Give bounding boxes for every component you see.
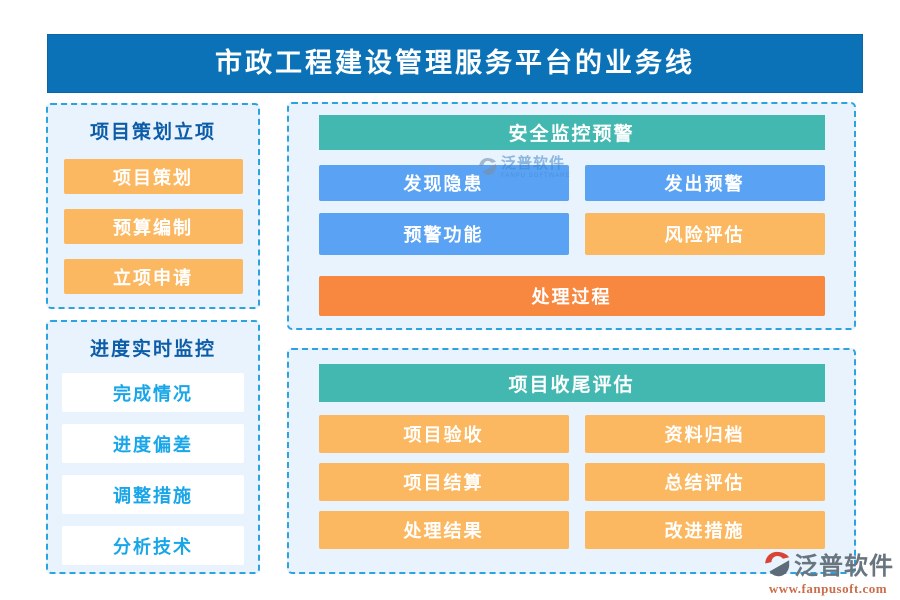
node-project-settlement[interactable]: 项目结算 xyxy=(318,463,569,501)
brand-name: 泛普软件 xyxy=(794,554,894,580)
node-schedule-deviation[interactable]: 进度偏差 xyxy=(62,424,244,463)
panel-progress-monitoring: 进度实时监控 完成情况 进度偏差 调整措施 分析技术 xyxy=(46,320,260,574)
panel-header: 进度实时监控 xyxy=(89,339,216,360)
panel-project-planning-initiation: 项目策划立项 项目策划 预算编制 立项申请 xyxy=(46,103,260,309)
node-project-acceptance[interactable]: 项目验收 xyxy=(318,415,569,453)
node-summary-evaluation[interactable]: 总结评估 xyxy=(584,463,825,501)
node-analysis-technique[interactable]: 分析技术 xyxy=(62,526,244,565)
brand-url: www.fanpusoft.com xyxy=(768,581,888,596)
node-grid: 发现隐患 发出预警 预警功能 风险评估 xyxy=(318,165,825,255)
node-handling-results[interactable]: 处理结果 xyxy=(318,511,569,549)
node-grid: 项目验收 资料归档 项目结算 总结评估 处理结果 改进措施 xyxy=(318,415,825,549)
brand-logo: 泛普软件 www.fanpusoft.com xyxy=(758,546,898,597)
panel-header-bar: 安全监控预警 xyxy=(318,115,825,150)
node-completion-status[interactable]: 完成情况 xyxy=(62,373,244,412)
node-improvement-measures[interactable]: 改进措施 xyxy=(584,511,825,549)
node-adjustment-measures[interactable]: 调整措施 xyxy=(62,475,244,514)
panel-safety-monitoring-warning: 安全监控预警 发现隐患 发出预警 预警功能 风险评估 处理过程 xyxy=(287,102,856,330)
panel-header-bar: 项目收尾评估 xyxy=(318,364,825,402)
node-find-hazards[interactable]: 发现隐患 xyxy=(318,165,569,201)
fanpu-logo-icon xyxy=(765,551,790,576)
panel-header: 项目策划立项 xyxy=(89,122,216,143)
node-budget-preparation[interactable]: 预算编制 xyxy=(63,209,243,244)
node-project-planning[interactable]: 项目策划 xyxy=(63,159,243,194)
node-issue-warning[interactable]: 发出预警 xyxy=(584,165,825,201)
node-archive-materials[interactable]: 资料归档 xyxy=(584,415,825,453)
page-title: 市政工程建设管理服务平台的业务线 xyxy=(47,34,863,93)
node-risk-assessment[interactable]: 风险评估 xyxy=(584,213,825,255)
node-warning-function[interactable]: 预警功能 xyxy=(318,213,569,255)
node-handling-process[interactable]: 处理过程 xyxy=(318,276,825,316)
panel-project-closeout-evaluation: 项目收尾评估 项目验收 资料归档 项目结算 总结评估 处理结果 改进措施 xyxy=(287,348,856,574)
node-initiation-application[interactable]: 立项申请 xyxy=(63,259,243,294)
